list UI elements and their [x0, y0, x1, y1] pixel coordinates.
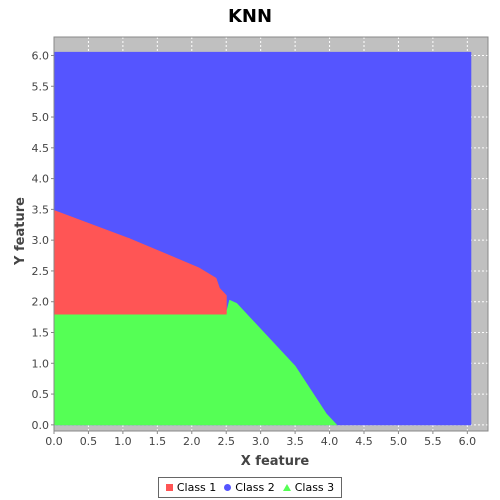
x-tick-label: 1.0 — [114, 435, 132, 448]
legend-item-class-3: Class 3 — [282, 481, 335, 494]
x-tick-label: 0.0 — [45, 435, 63, 448]
y-tick-label: 1.5 — [32, 327, 50, 340]
x-tick-label: 3.5 — [286, 435, 304, 448]
chart-title: KNN — [228, 6, 272, 27]
x-tick-label: 3.0 — [252, 435, 270, 448]
y-tick-label: 0.0 — [32, 419, 50, 432]
y-tick-label: 5.0 — [32, 111, 50, 124]
y-tick-label: 4.5 — [32, 142, 50, 155]
x-tick-label: 2.0 — [183, 435, 201, 448]
x-tick-label: 2.5 — [217, 435, 235, 448]
triangle-marker-icon — [282, 484, 291, 491]
y-tick-label: 3.0 — [32, 234, 50, 247]
y-tick-label: 0.5 — [32, 388, 50, 401]
x-tick-label: 4.0 — [321, 435, 339, 448]
x-axis-label: X feature — [241, 454, 310, 469]
y-tick-label: 1.0 — [32, 357, 50, 370]
y-tick-label: 5.5 — [32, 80, 50, 93]
x-axis-ticks: 0.0 0.5 1.0 1.5 2.0 2.5 3.0 3.5 4.0 4.5 5.0 5.5 6.0 — [45, 431, 476, 448]
x-tick-label: 0.5 — [80, 435, 98, 448]
x-tick-label: 5.5 — [424, 435, 442, 448]
circle-marker-icon — [224, 484, 232, 491]
legend-item-class-1: Class 1 — [165, 481, 217, 494]
region-class-1 — [53, 210, 227, 315]
plot-frame — [53, 36, 489, 432]
square-marker-icon — [165, 484, 173, 491]
decision-regions — [53, 51, 472, 426]
y-tick-label: 2.5 — [32, 265, 50, 278]
x-tick-label: 4.5 — [355, 435, 373, 448]
y-tick-label: 2.0 — [32, 296, 50, 309]
x-tick-label: 1.5 — [149, 435, 167, 448]
y-axis-label: Y feature — [13, 197, 28, 266]
legend-label: Class 2 — [235, 481, 275, 494]
x-tick-label: 6.0 — [459, 435, 477, 448]
x-tick-label: 5.0 — [390, 435, 408, 448]
y-tick-label: 6.0 — [32, 49, 50, 62]
y-axis-ticks: 0.0 0.5 1.0 1.5 2.0 2.5 3.0 3.5 4.0 4.5 5.0 5.5 6.0 — [32, 49, 54, 432]
legend-item-class-2: Class 2 — [224, 481, 275, 494]
legend-label: Class 1 — [176, 481, 217, 494]
y-tick-label: 4.0 — [32, 173, 50, 186]
y-tick-label: 3.5 — [32, 203, 50, 216]
legend: Class 1 Class 2 Class 3 — [158, 477, 342, 498]
legend-label: Class 3 — [294, 481, 335, 494]
